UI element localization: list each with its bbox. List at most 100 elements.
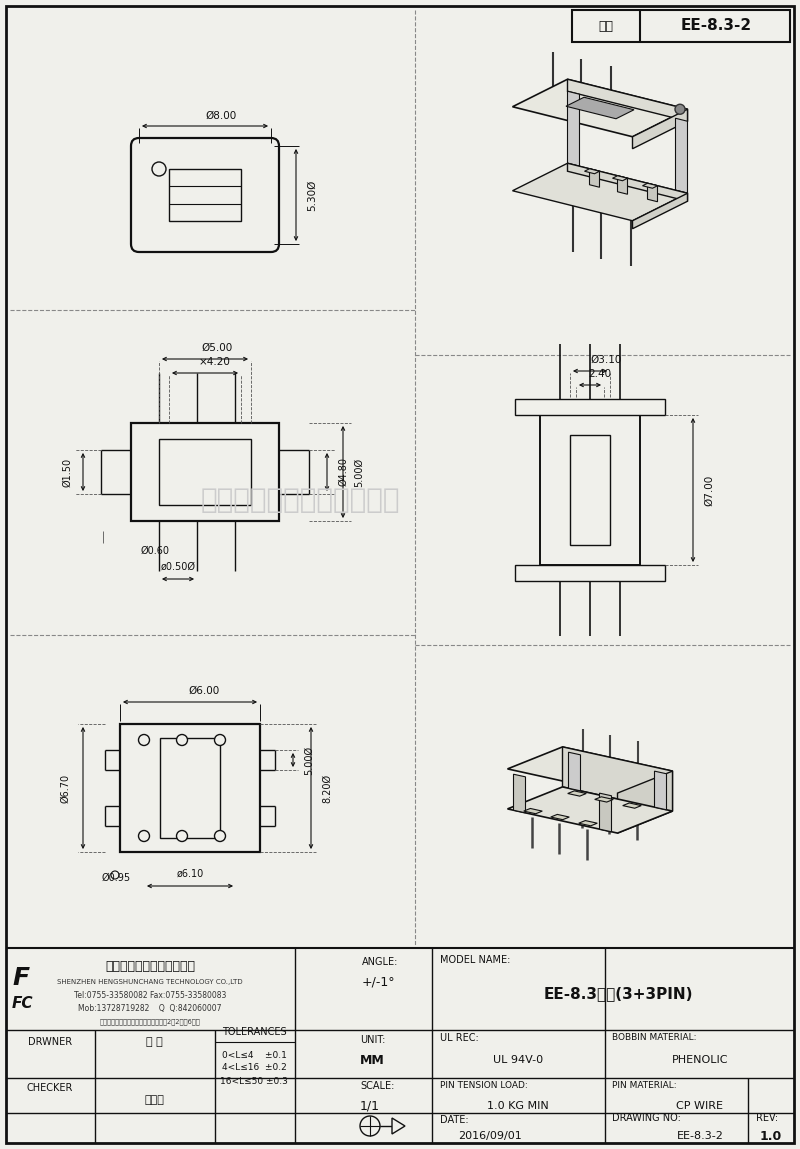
Text: PIN TENSION LOAD:: PIN TENSION LOAD: [440,1080,528,1089]
Text: 李振军: 李振军 [144,1095,164,1105]
Circle shape [675,105,685,114]
Bar [570,435,610,545]
Text: Mob:13728719282    Q  Q:842060007: Mob:13728719282 Q Q:842060007 [78,1003,222,1012]
Bar [169,169,241,221]
Text: Ø3.10: Ø3.10 [590,355,622,365]
Text: 5.30Ø: 5.30Ø [307,179,317,210]
Text: Ø0.60: Ø0.60 [141,546,170,556]
Text: 深圳市宝安区罘永街道桥头社区重庆路2号2栈第6层东: 深圳市宝安区罘永街道桥头社区重庆路2号2栈第6层东 [100,1019,200,1025]
Polygon shape [513,163,687,221]
Polygon shape [585,169,599,173]
Text: Ø1.50: Ø1.50 [62,457,72,486]
Text: ø6.10: ø6.10 [176,869,204,879]
Polygon shape [514,774,526,812]
Text: SHENZHEN HENGSHUNCHANG TECHNOLOGY CO.,LTD: SHENZHEN HENGSHUNCHANG TECHNOLOGY CO.,LT… [57,979,243,985]
Polygon shape [566,98,634,118]
Polygon shape [568,791,586,796]
Circle shape [138,831,150,841]
Polygon shape [594,796,614,802]
Circle shape [111,871,119,879]
Text: PHENOLIC: PHENOLIC [672,1055,728,1065]
Text: 深圳市恒顺昌科技有限公司: 深圳市恒顺昌科技有限公司 [105,959,195,972]
Circle shape [152,162,166,176]
Text: FC: FC [12,995,34,1010]
Text: EE-8.3立式(3+3PIN): EE-8.3立式(3+3PIN) [543,987,693,1002]
Text: 0<L≤4    ±0.1: 0<L≤4 ±0.1 [222,1051,286,1061]
Text: BOBBIN MATERIAL:: BOBBIN MATERIAL: [612,1033,697,1042]
Text: 1/1: 1/1 [360,1100,380,1112]
Text: EE-8.3-2: EE-8.3-2 [677,1131,723,1141]
Text: 型号: 型号 [598,20,614,32]
Text: TOLERANCES: TOLERANCES [222,1027,286,1038]
Text: REV:: REV: [756,1113,778,1123]
Text: DRWNER: DRWNER [28,1038,72,1047]
Polygon shape [618,771,673,833]
Text: UL REC:: UL REC: [440,1033,478,1043]
Polygon shape [633,109,687,148]
Text: MODEL NAME:: MODEL NAME: [440,955,510,965]
Text: Ø0.95: Ø0.95 [102,873,130,882]
Polygon shape [524,809,542,813]
Text: +/-1°: +/-1° [362,976,396,988]
Text: 5.00Ø: 5.00Ø [304,746,314,774]
Polygon shape [622,803,642,808]
Polygon shape [618,176,627,194]
Polygon shape [647,183,658,202]
Text: MM: MM [360,1055,385,1067]
Text: Ø6.70: Ø6.70 [60,773,70,802]
Polygon shape [507,787,673,833]
Text: Ø5.00: Ø5.00 [202,344,233,353]
Circle shape [360,1116,380,1136]
Circle shape [177,734,187,746]
Text: ø0.50Ø: ø0.50Ø [161,562,195,572]
Polygon shape [654,771,666,810]
Bar [131,423,279,520]
Polygon shape [567,163,687,201]
Text: 5.00Ø: 5.00Ø [354,457,364,486]
Text: UNIT:: UNIT: [360,1035,386,1044]
Text: Ø7.00: Ø7.00 [704,475,714,506]
Text: 深圳市恒顺昌科技有限公司: 深圳市恒顺昌科技有限公司 [200,486,400,514]
Bar [120,724,260,853]
Bar [159,439,251,506]
Text: ×4.20: ×4.20 [199,357,231,367]
Text: CHECKER: CHECKER [27,1084,73,1093]
Bar [572,10,790,43]
Polygon shape [562,747,673,811]
Polygon shape [569,753,581,791]
Text: 1.0: 1.0 [760,1129,782,1142]
Polygon shape [675,118,687,193]
Polygon shape [507,747,673,793]
Text: CP WIRE: CP WIRE [677,1101,723,1111]
Bar [515,565,665,581]
Text: 2.40: 2.40 [589,369,611,379]
Text: DRAWING NO:: DRAWING NO: [612,1113,681,1123]
Polygon shape [590,169,599,187]
Polygon shape [567,91,579,167]
Text: DATE:: DATE: [440,1115,469,1125]
Polygon shape [392,1118,405,1134]
Polygon shape [567,79,687,122]
Bar [540,415,640,565]
Text: Ø6.00: Ø6.00 [188,686,220,696]
Text: F: F [12,966,29,990]
Text: 16<L≤50 ±0.3: 16<L≤50 ±0.3 [220,1077,288,1086]
Text: Ø4.80: Ø4.80 [338,457,348,486]
Circle shape [214,734,226,746]
Text: 1.0 KG MIN: 1.0 KG MIN [487,1101,549,1111]
FancyBboxPatch shape [131,138,279,252]
Text: SCALE:: SCALE: [360,1081,394,1092]
Text: UL 94V-0: UL 94V-0 [493,1055,543,1065]
Text: 张 兴: 张 兴 [146,1038,162,1047]
Polygon shape [578,820,598,826]
Text: 2016/09/01: 2016/09/01 [458,1131,522,1141]
Text: ANGLE:: ANGLE: [362,957,398,967]
Polygon shape [633,193,687,229]
Circle shape [138,734,150,746]
Circle shape [177,831,187,841]
Polygon shape [550,815,570,819]
Polygon shape [513,79,687,137]
Text: Tel:0755-33580082 Fax:0755-33580083: Tel:0755-33580082 Fax:0755-33580083 [74,992,226,1001]
Polygon shape [599,793,611,832]
Text: 4<L≤16  ±0.2: 4<L≤16 ±0.2 [222,1064,286,1072]
